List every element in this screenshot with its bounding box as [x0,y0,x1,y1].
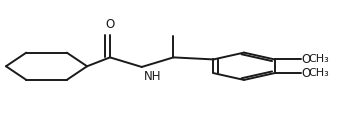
Text: CH₃: CH₃ [309,68,330,78]
Text: NH: NH [143,70,161,83]
Text: O: O [105,18,115,31]
Text: O: O [302,53,311,66]
Text: CH₃: CH₃ [309,54,330,64]
Text: O: O [302,67,311,80]
